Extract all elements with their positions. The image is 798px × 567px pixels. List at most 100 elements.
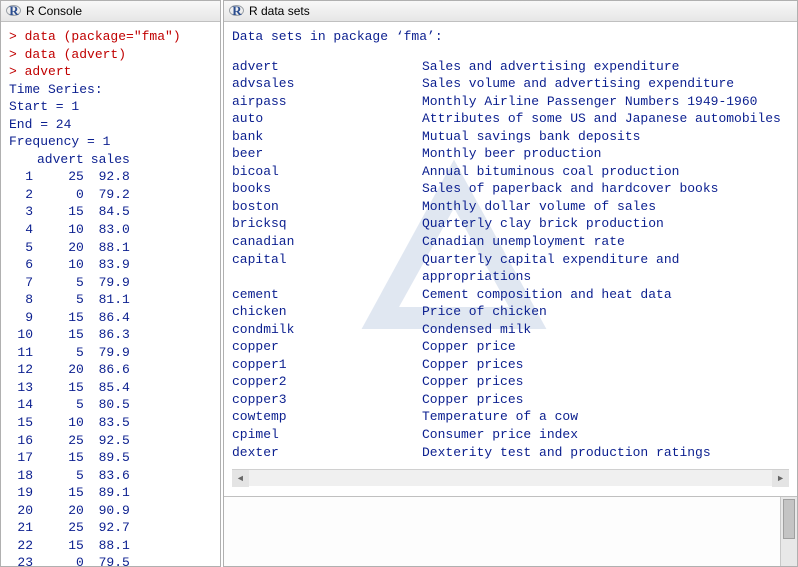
cell-sales: 86.4 bbox=[88, 309, 134, 327]
scrollbar-thumb[interactable] bbox=[783, 499, 795, 539]
cmd-text: data (package="fma") bbox=[25, 29, 181, 44]
table-row: 41083.0 bbox=[9, 221, 134, 239]
output-line: End = 24 bbox=[9, 116, 212, 134]
row-index: 5 bbox=[9, 239, 37, 257]
dataset-name: books bbox=[232, 180, 422, 198]
dataset-row: bricksqQuarterly clay brick production bbox=[232, 215, 789, 233]
row-index: 21 bbox=[9, 519, 37, 537]
dataset-description: Sales and advertising expenditure bbox=[422, 58, 789, 76]
row-index: 2 bbox=[9, 186, 37, 204]
cell-sales: 79.2 bbox=[88, 186, 134, 204]
table-row: 202090.9 bbox=[9, 502, 134, 520]
dataset-row: capitalQuarterly capital expenditure and… bbox=[232, 251, 789, 286]
cell-sales: 92.7 bbox=[88, 519, 134, 537]
console-line: > advert bbox=[9, 63, 212, 81]
dataset-row: copper3Copper prices bbox=[232, 391, 789, 409]
cell-sales: 89.1 bbox=[88, 484, 134, 502]
prompt: > bbox=[9, 64, 25, 79]
cell-sales: 86.6 bbox=[88, 361, 134, 379]
table-header-row: advert sales bbox=[9, 151, 134, 169]
console-content[interactable]: > data (package="fma") > data (advert) >… bbox=[1, 22, 220, 566]
cell-advert: 15 bbox=[37, 309, 88, 327]
row-index: 8 bbox=[9, 291, 37, 309]
output-line: Time Series: bbox=[9, 81, 212, 99]
prompt: > bbox=[9, 29, 25, 44]
table-row: 23079.5 bbox=[9, 554, 134, 566]
dataset-row: cementCement composition and heat data bbox=[232, 286, 789, 304]
dataset-description: Temperature of a cow bbox=[422, 408, 789, 426]
dataset-row: condmilkCondensed milk bbox=[232, 321, 789, 339]
dataset-row: advsalesSales volume and advertising exp… bbox=[232, 75, 789, 93]
table-row: 18583.6 bbox=[9, 467, 134, 485]
datasets-titlebar[interactable]: R R data sets bbox=[224, 1, 797, 22]
timeseries-table: advert sales 12592.82079.231584.541083.0… bbox=[9, 151, 134, 566]
dataset-row: autoAttributes of some US and Japanese a… bbox=[232, 110, 789, 128]
cell-advert: 20 bbox=[37, 361, 88, 379]
cell-sales: 83.5 bbox=[88, 414, 134, 432]
dataset-description: Monthly Airline Passenger Numbers 1949-1… bbox=[422, 93, 789, 111]
cell-sales: 92.8 bbox=[88, 168, 134, 186]
row-index: 9 bbox=[9, 309, 37, 327]
row-index: 16 bbox=[9, 432, 37, 450]
cell-sales: 83.0 bbox=[88, 221, 134, 239]
dataset-name: bicoal bbox=[232, 163, 422, 181]
datasets-content[interactable]: Data sets in package ‘fma’: advertSales … bbox=[224, 22, 797, 496]
dataset-row: booksSales of paperback and hardcover bo… bbox=[232, 180, 789, 198]
vertical-scrollbar[interactable] bbox=[780, 497, 797, 566]
cell-advert: 0 bbox=[37, 186, 88, 204]
horizontal-scrollbar[interactable]: ◄ ► bbox=[232, 469, 789, 486]
cell-advert: 10 bbox=[37, 221, 88, 239]
console-title: R Console bbox=[26, 4, 82, 18]
row-index: 7 bbox=[9, 274, 37, 292]
cell-sales: 88.1 bbox=[88, 537, 134, 555]
dataset-description: Copper price bbox=[422, 338, 789, 356]
table-row: 131585.4 bbox=[9, 379, 134, 397]
scroll-left-button[interactable]: ◄ bbox=[232, 470, 249, 487]
cmd-text: data (advert) bbox=[25, 47, 126, 62]
scroll-right-button[interactable]: ► bbox=[772, 470, 789, 487]
row-index: 13 bbox=[9, 379, 37, 397]
table-row: 162592.5 bbox=[9, 432, 134, 450]
console-line: > data (advert) bbox=[9, 46, 212, 64]
cell-sales: 83.9 bbox=[88, 256, 134, 274]
table-row: 122086.6 bbox=[9, 361, 134, 379]
dataset-name: advsales bbox=[232, 75, 422, 93]
cell-sales: 81.1 bbox=[88, 291, 134, 309]
dataset-description: Monthly beer production bbox=[422, 145, 789, 163]
dataset-description: Annual bituminous coal production bbox=[422, 163, 789, 181]
table-row: 151083.5 bbox=[9, 414, 134, 432]
dataset-row: bicoalAnnual bituminous coal production bbox=[232, 163, 789, 181]
dataset-description: Consumer price index bbox=[422, 426, 789, 444]
console-titlebar[interactable]: R R Console bbox=[1, 1, 220, 22]
dataset-name: canadian bbox=[232, 233, 422, 251]
cell-advert: 15 bbox=[37, 484, 88, 502]
cell-advert: 15 bbox=[37, 537, 88, 555]
cell-advert: 20 bbox=[37, 502, 88, 520]
table-row: 12592.8 bbox=[9, 168, 134, 186]
cell-advert: 10 bbox=[37, 256, 88, 274]
table-row: 221588.1 bbox=[9, 537, 134, 555]
dataset-row: copper1Copper prices bbox=[232, 356, 789, 374]
dataset-name: beer bbox=[232, 145, 422, 163]
row-index: 17 bbox=[9, 449, 37, 467]
cell-sales: 88.1 bbox=[88, 239, 134, 257]
dataset-name: capital bbox=[232, 251, 422, 286]
datasets-header: Data sets in package ‘fma’: bbox=[232, 28, 789, 46]
dataset-description: Attributes of some US and Japanese autom… bbox=[422, 110, 789, 128]
cell-advert: 15 bbox=[37, 449, 88, 467]
cell-advert: 25 bbox=[37, 519, 88, 537]
cell-sales: 79.9 bbox=[88, 274, 134, 292]
console-line: > data (package="fma") bbox=[9, 28, 212, 46]
cell-sales: 92.5 bbox=[88, 432, 134, 450]
cell-sales: 79.5 bbox=[88, 554, 134, 566]
cmd-text: advert bbox=[25, 64, 72, 79]
cell-advert: 15 bbox=[37, 379, 88, 397]
cell-advert: 20 bbox=[37, 239, 88, 257]
dataset-row: bankMutual savings bank deposits bbox=[232, 128, 789, 146]
cell-advert: 0 bbox=[37, 554, 88, 566]
cell-sales: 89.5 bbox=[88, 449, 134, 467]
row-index: 23 bbox=[9, 554, 37, 566]
col-header: sales bbox=[88, 151, 134, 169]
dataset-row: copper2Copper prices bbox=[232, 373, 789, 391]
dataset-row: bostonMonthly dollar volume of sales bbox=[232, 198, 789, 216]
